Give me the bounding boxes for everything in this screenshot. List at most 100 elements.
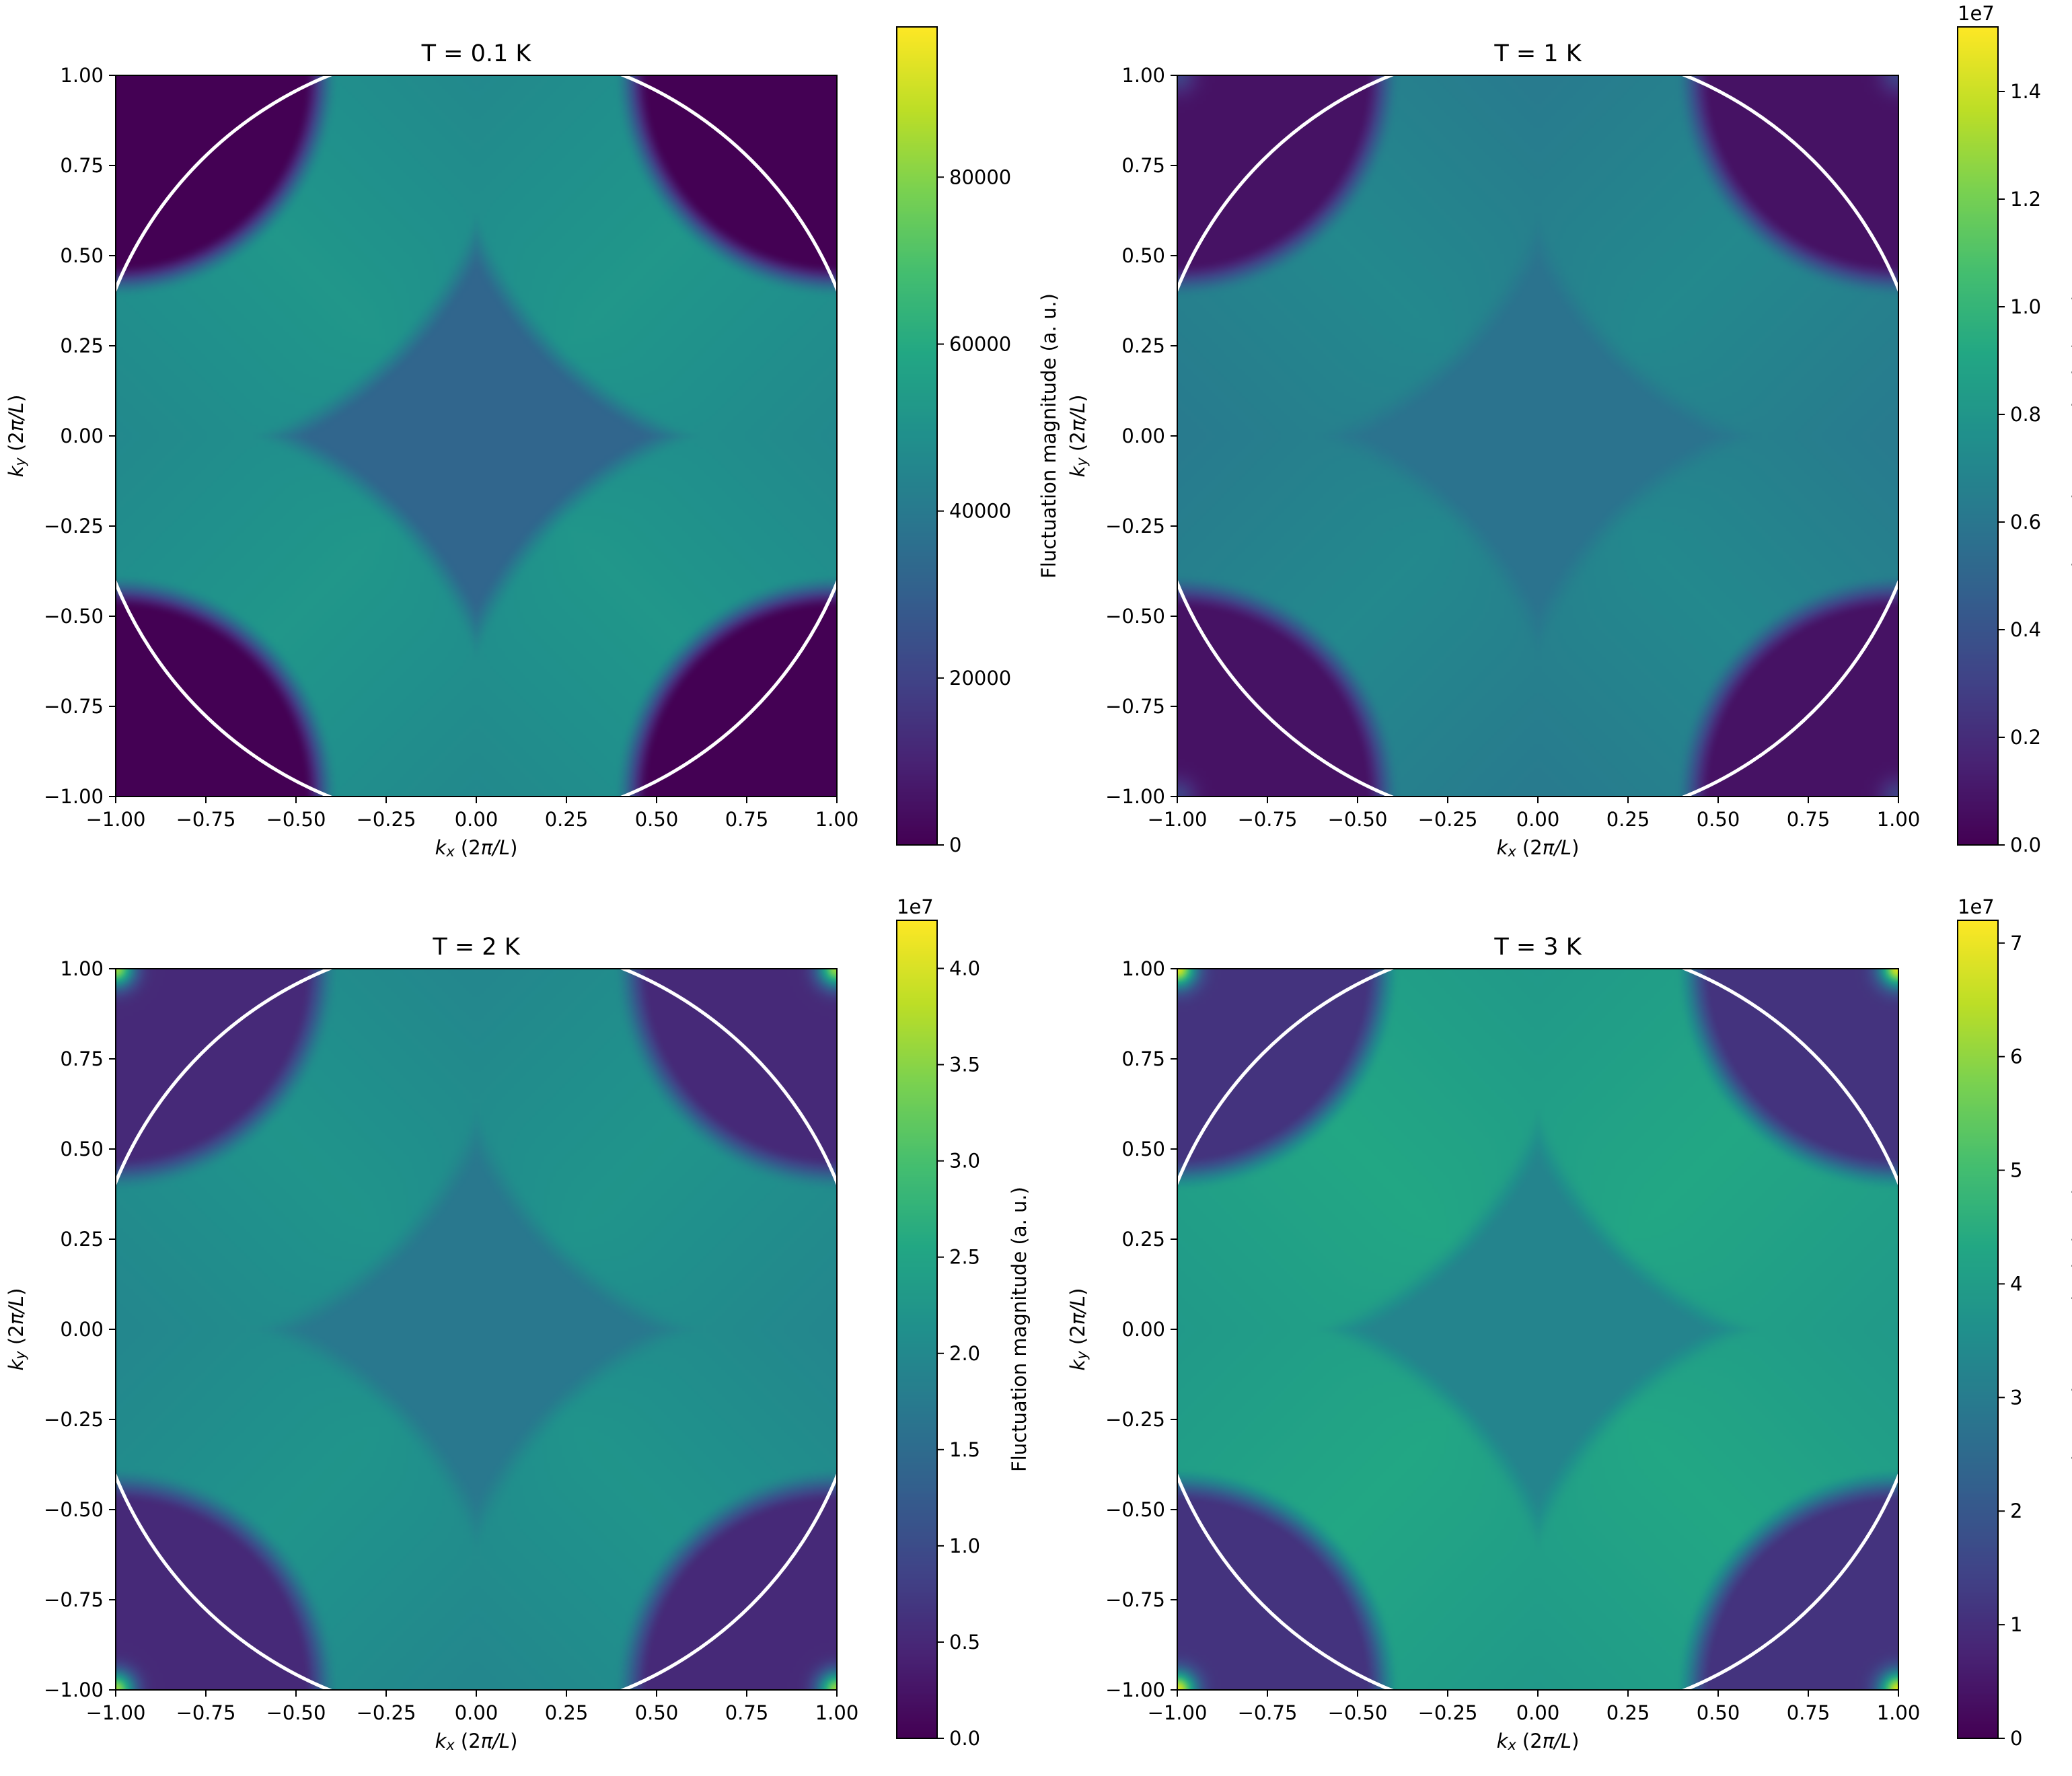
colorbar-label: Fluctuation magnitude (a. u.) (1008, 1187, 1031, 1472)
colorbar-label: Fluctuation magnitude (a. u.) (2069, 1187, 2072, 1472)
x-axis-label-subscript: x (445, 844, 455, 860)
y-tick-label: 0.75 (60, 154, 104, 177)
colorbar-tick-label: 2.0 (949, 1342, 980, 1365)
y-axis-label-unit: (2 (1066, 1325, 1089, 1351)
x-tick-label: 0.00 (1516, 1701, 1560, 1724)
x-tick-label: 0.00 (455, 1701, 498, 1724)
colorbar-offset-text: 1e7 (1958, 2, 1995, 25)
panel-title: T = 1 K (1493, 40, 1582, 67)
panel-3: −1.00 −0.75 −0.50 −0.25 0.00 0.25 0.50 0.75 1.00… (5, 895, 1031, 1753)
colorbar-tick-label: 6 (2010, 1045, 2022, 1068)
x-axis-label-unit: (2 (1516, 836, 1543, 859)
colorbar-tick-label: 4.0 (949, 957, 980, 980)
x-tick-label: 0.50 (1697, 1701, 1740, 1724)
y-tick-label: −0.50 (1105, 605, 1165, 628)
colorbar-offset-text: 1e7 (897, 895, 934, 918)
y-axis-label-close: ) (5, 395, 28, 402)
colorbar-label: Fluctuation magnitude (a. u.) (2069, 293, 2072, 579)
x-axis-label-pi: π/L (1543, 1730, 1571, 1752)
x-tick-label: −0.25 (357, 1701, 416, 1724)
heatmap-image (1177, 969, 1898, 1690)
x-tick-label: −0.25 (357, 808, 416, 831)
x-tick-label: 1.00 (815, 1701, 859, 1724)
colorbar-label: Fluctuation magnitude (a. u.) (1037, 293, 1060, 579)
colorbar-tick-label: 1.5 (949, 1438, 980, 1461)
y-tick-label: 0.50 (1121, 244, 1165, 267)
y-tick-label: 0.75 (1121, 1047, 1165, 1070)
y-axis-label: ky (2π/L) (1066, 395, 1090, 478)
y-axis-label: ky (2π/L) (5, 1288, 28, 1371)
y-axis-label-pi: π/L (5, 402, 28, 431)
colorbar-gradient (1958, 920, 1998, 1738)
colorbar-tick-label: 0 (2010, 1727, 2022, 1750)
x-axis-label-base: k (435, 836, 447, 859)
y-tick-label: 0.25 (60, 334, 104, 357)
x-tick-label: −0.75 (1238, 1701, 1298, 1724)
x-tick-label: −0.25 (1418, 808, 1478, 831)
x-tick-label: 0.75 (725, 808, 769, 831)
colorbar-tick-label: 1.0 (2010, 295, 2041, 318)
x-tick-label: 0.25 (545, 808, 589, 831)
x-tick-label: 1.00 (1877, 1701, 1921, 1724)
panel-1: −1.00 −0.75 −0.50 −0.25 0.00 0.25 0.50 0.75 1.00… (5, 26, 1060, 860)
x-tick-label: 0.50 (1697, 808, 1740, 831)
x-axis-label-close: ) (1571, 1730, 1579, 1752)
colorbar-gradient (1958, 27, 1998, 845)
y-tick-label: −1.00 (1105, 785, 1165, 808)
colorbar-frame (1957, 920, 1999, 1739)
x-tick-label: −0.25 (1418, 1701, 1478, 1724)
y-axis-label-pi: π/L (5, 1296, 28, 1325)
x-axis-label-base: k (1497, 1730, 1509, 1752)
colorbar-tick-label: 80000 (949, 165, 1011, 188)
colorbar-tick-label: 2.5 (949, 1246, 980, 1269)
x-tick-label: −0.75 (176, 1701, 236, 1724)
x-tick-label: −0.75 (176, 808, 236, 831)
colorbar-tick-label: 4 (2010, 1272, 2022, 1295)
y-axis-label-subscript: y (12, 1351, 28, 1360)
y-tick-label: −1.00 (44, 1678, 104, 1701)
y-tick-label: 0.00 (60, 424, 104, 447)
y-tick-label: 0.50 (60, 244, 104, 267)
colorbar-frame (896, 26, 938, 846)
y-tick-label: 1.00 (1121, 64, 1165, 87)
y-tick-label: −1.00 (1105, 1678, 1165, 1701)
colorbar-tick-label: 1.2 (2010, 188, 2041, 211)
y-axis-label-base: k (5, 1358, 28, 1370)
x-tick-label: −1.00 (1148, 1701, 1208, 1724)
x-tick-label: −0.50 (1328, 808, 1388, 831)
y-tick-label: 0.25 (1121, 334, 1165, 357)
x-tick-label: 1.00 (815, 808, 859, 831)
x-axis-label-pi: π/L (481, 836, 510, 859)
y-axis-label-pi: π/L (1066, 402, 1089, 431)
x-tick-label: 0.00 (1516, 808, 1560, 831)
x-tick-label: 0.50 (635, 1701, 679, 1724)
y-tick-label: 0.75 (60, 1047, 104, 1070)
colorbar-tick-label: 2 (2010, 1500, 2022, 1522)
y-axis-label-base: k (1066, 1358, 1089, 1370)
heatmap-image (116, 969, 837, 1690)
y-axis-label-close: ) (5, 1288, 28, 1296)
y-tick-label: −0.75 (1105, 1588, 1165, 1611)
y-axis-label-close: ) (1066, 1288, 1089, 1296)
y-tick-label: −0.50 (44, 605, 104, 628)
y-axis-label-base: k (5, 465, 28, 477)
y-tick-label: −0.50 (1105, 1498, 1165, 1521)
y-tick-label: 0.25 (60, 1228, 104, 1251)
panel-2: −1.00 −0.75 −0.50 −0.25 0.00 0.25 0.50 0.75 1.00… (1066, 2, 2072, 860)
y-tick-label: −0.50 (44, 1498, 104, 1521)
x-axis-label-close: ) (1571, 836, 1579, 859)
x-axis-label-unit: (2 (455, 1730, 481, 1752)
y-tick-label: 0.75 (1121, 154, 1165, 177)
x-axis-label-close: ) (510, 836, 517, 859)
x-tick-label: −0.75 (1238, 808, 1298, 831)
x-axis-label-subscript: x (1507, 1737, 1516, 1753)
colorbar-tick-label: 40000 (949, 500, 1011, 523)
y-tick-label: −0.25 (44, 1408, 104, 1431)
y-tick-label: −0.25 (44, 515, 104, 538)
y-axis-label-subscript: y (12, 457, 28, 467)
x-tick-label: 0.25 (1606, 808, 1650, 831)
colorbar-gradient (897, 27, 937, 845)
y-axis-label: ky (2π/L) (1066, 1288, 1090, 1371)
x-tick-label: 0.75 (1787, 808, 1830, 831)
